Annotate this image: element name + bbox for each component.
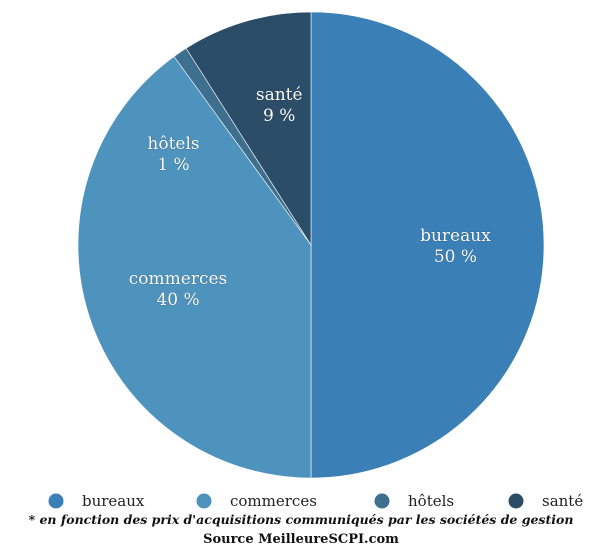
footnote-source: Source MeilleureSCPI.com <box>203 532 399 547</box>
slice-category-label-3: santé <box>256 85 303 105</box>
legend-label-0: bureaux <box>82 492 145 510</box>
legend-label-2: hôtels <box>408 492 454 510</box>
legend-label-3: santé <box>542 492 583 510</box>
footnote-note: * en fonction des prix d'acquisitions co… <box>0 512 602 527</box>
pie-slice-1 <box>77 56 312 479</box>
slice-category-label-2: hôtels <box>147 134 199 154</box>
legend-marker-3 <box>508 493 524 509</box>
pie-slice-0 <box>310 11 545 479</box>
pie-slices <box>77 11 545 479</box>
legend-marker-2 <box>374 493 390 509</box>
legend: bureaux commerces hôtels santé <box>48 492 583 510</box>
legend-marker-1 <box>196 493 212 509</box>
slice-value-label-0: 50 % <box>434 247 477 267</box>
footnote-star: * <box>28 512 36 527</box>
pie-slice-3 <box>185 11 312 247</box>
slice-value-label-1: 40 % <box>156 290 199 310</box>
slice-value-label-3: 9 % <box>263 106 295 126</box>
legend-marker-0 <box>48 493 64 509</box>
footnote-text: en fonction des prix d'acquisitions comm… <box>39 512 574 527</box>
slice-category-label-0: bureaux <box>420 226 491 246</box>
slice-category-label-1: commerces <box>129 269 228 289</box>
slice-value-label-2: 1 % <box>157 155 189 175</box>
legend-label-1: commerces <box>230 492 317 510</box>
